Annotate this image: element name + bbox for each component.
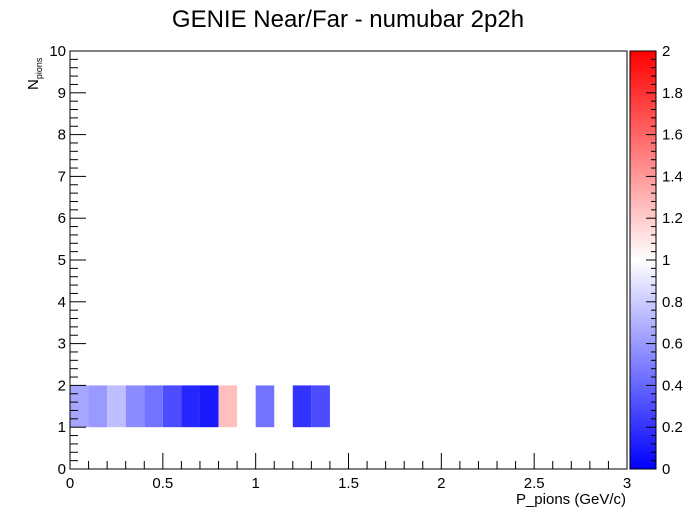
heatmap-cell xyxy=(311,385,330,428)
x-tick-label: 1 xyxy=(251,475,259,492)
colorbar-tick-label: 1.2 xyxy=(662,210,683,227)
x-axis-label: P_pions (GeV/c) xyxy=(516,491,626,508)
y-tick-label: 9 xyxy=(58,85,66,102)
colorbar-tick-label: 1.6 xyxy=(662,127,683,144)
x-tick-label: 2 xyxy=(437,475,445,492)
x-axis: 0 0.5 1 1.5 2 2.5 3 xyxy=(66,453,631,492)
y-tick-label: 2 xyxy=(58,377,66,394)
heatmap-cell xyxy=(292,385,312,428)
y-axis-label: Npions xyxy=(25,57,44,90)
heatmap-cell xyxy=(237,385,256,428)
y-tick-label: 10 xyxy=(49,43,66,60)
heatmap-cell xyxy=(125,385,145,428)
colorbar-tick-label: 0.4 xyxy=(662,377,683,394)
colorbar-tick-label: 1.8 xyxy=(662,85,683,102)
colorbar-tick-label: 2 xyxy=(662,43,670,60)
y-axis-label-sub: pions xyxy=(34,57,44,79)
heatmap-cell xyxy=(162,385,182,428)
y-tick-label: 3 xyxy=(58,336,66,353)
svg-text:Npions: Npions xyxy=(25,57,44,90)
heatmap-cell xyxy=(181,385,200,428)
y-tick-label: 5 xyxy=(58,252,66,269)
x-tick-label: 0 xyxy=(66,475,74,492)
y-axis-label-main: N xyxy=(25,79,42,90)
heatmap-cell xyxy=(107,385,126,428)
y-tick-label: 4 xyxy=(58,294,66,311)
y-tick-label: 1 xyxy=(58,419,66,436)
y-axis: 0 1 2 3 4 5 6 7 8 9 10 xyxy=(49,43,86,478)
chart-title: GENIE Near/Far - numubar 2p2h xyxy=(172,6,524,33)
colorbar-tick-label: 0.8 xyxy=(662,294,683,311)
heatmap-cell xyxy=(218,385,238,428)
heatmap-cell xyxy=(88,385,108,428)
colorbar-axis: 0 0.2 0.4 0.6 0.8 1 1.2 1.4 1.6 1.8 2 xyxy=(646,43,683,478)
x-tick-label: 2.5 xyxy=(524,475,545,492)
x-tick-label: 0.5 xyxy=(152,475,173,492)
x-tick-label: 1.5 xyxy=(338,475,359,492)
heatmap-cell xyxy=(199,385,219,428)
colorbar-tick-label: 0 xyxy=(662,461,670,478)
y-tick-label: 6 xyxy=(58,210,66,227)
heatmap-cell xyxy=(70,385,89,428)
colorbar-tick-label: 1 xyxy=(662,252,670,269)
colorbar-tick-label: 0.6 xyxy=(662,336,683,353)
heatmap-cell xyxy=(144,385,163,428)
y-tick-label: 0 xyxy=(58,461,66,478)
y-tick-label: 7 xyxy=(58,168,66,185)
y-tick-label: 8 xyxy=(58,127,66,144)
heatmap-cells xyxy=(70,385,330,428)
x-tick-label: 3 xyxy=(623,475,631,492)
colorbar-tick-label: 1.4 xyxy=(662,168,683,185)
heatmap-cell xyxy=(255,385,275,428)
colorbar-tick-label: 0.2 xyxy=(662,419,683,436)
